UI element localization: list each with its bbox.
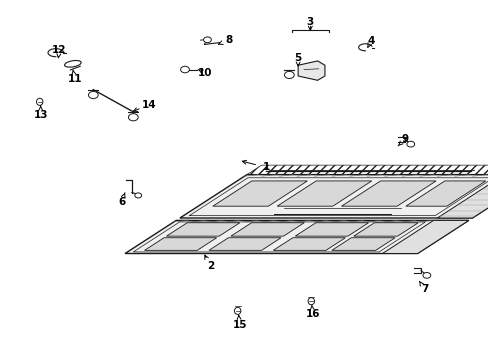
Text: 3: 3 (306, 17, 313, 27)
Polygon shape (295, 223, 368, 236)
Text: 15: 15 (232, 320, 246, 330)
Text: 16: 16 (305, 310, 319, 319)
Text: 14: 14 (142, 100, 157, 110)
Polygon shape (212, 181, 307, 206)
Ellipse shape (307, 298, 314, 305)
Polygon shape (436, 175, 488, 218)
Text: 12: 12 (52, 45, 66, 55)
Polygon shape (144, 238, 216, 250)
Circle shape (406, 141, 414, 147)
Polygon shape (341, 181, 435, 206)
Polygon shape (230, 223, 304, 236)
Text: 13: 13 (33, 111, 48, 121)
Circle shape (284, 71, 294, 78)
Circle shape (128, 114, 138, 121)
Text: 11: 11 (67, 74, 82, 84)
Text: 10: 10 (198, 68, 212, 78)
Polygon shape (166, 223, 240, 236)
Text: 8: 8 (225, 35, 232, 45)
Polygon shape (353, 223, 417, 236)
Text: 7: 7 (420, 284, 427, 294)
Text: 4: 4 (367, 36, 374, 46)
Ellipse shape (37, 98, 43, 105)
Text: 5: 5 (294, 53, 301, 63)
Polygon shape (277, 181, 371, 206)
Polygon shape (273, 238, 345, 250)
Text: 2: 2 (206, 261, 214, 271)
Text: 1: 1 (262, 162, 269, 172)
Circle shape (422, 273, 430, 278)
Text: 6: 6 (118, 197, 125, 207)
Polygon shape (180, 175, 488, 218)
Polygon shape (125, 220, 468, 253)
Ellipse shape (234, 307, 241, 314)
Polygon shape (298, 61, 325, 80)
Text: 9: 9 (401, 134, 408, 144)
Polygon shape (331, 238, 394, 250)
Polygon shape (405, 181, 485, 206)
Circle shape (203, 37, 211, 42)
Circle shape (135, 193, 142, 198)
Polygon shape (208, 238, 281, 250)
Circle shape (88, 91, 98, 99)
Circle shape (180, 66, 189, 73)
Polygon shape (382, 220, 468, 253)
